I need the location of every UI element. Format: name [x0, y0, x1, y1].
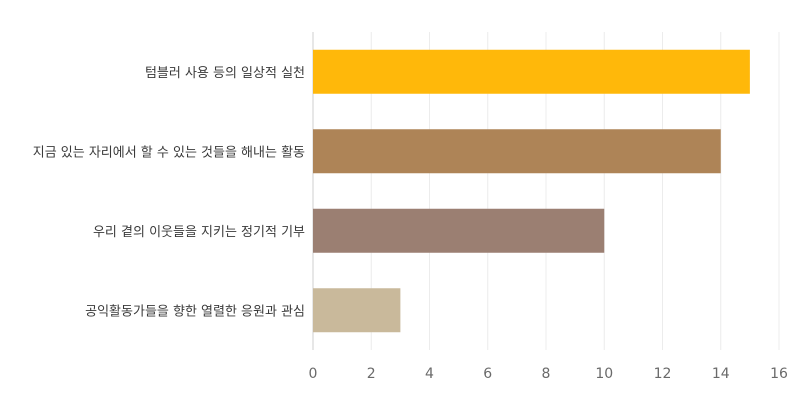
x-tick-label: 8 [542, 366, 551, 382]
x-axis-tick-labels: 0 2 4 6 8 10 12 14 16 [309, 366, 788, 382]
x-tick-label: 12 [654, 366, 672, 382]
category-label: 텀블러 사용 등의 일상적 실천 [145, 66, 305, 81]
category-label: 지금 있는 자리에서 할 수 있는 것들을 해내는 활동 [33, 145, 305, 160]
bar [313, 49, 750, 94]
x-tick-label: 0 [309, 366, 318, 382]
x-tick-label: 2 [367, 366, 376, 382]
bar [313, 208, 605, 253]
category-label: 공익활동가들을 향한 열렬한 응원과 관심 [85, 304, 305, 319]
x-tick-label: 4 [425, 366, 434, 382]
bar [313, 129, 721, 174]
bars [313, 49, 750, 333]
x-tick-label: 10 [595, 366, 613, 382]
bar [313, 288, 401, 333]
x-tick-label: 14 [712, 366, 730, 382]
x-tick-label: 6 [483, 366, 492, 382]
category-label: 우리 곁의 이웃들을 지키는 정기적 기부 [93, 225, 305, 240]
x-tick-label: 16 [770, 366, 788, 382]
